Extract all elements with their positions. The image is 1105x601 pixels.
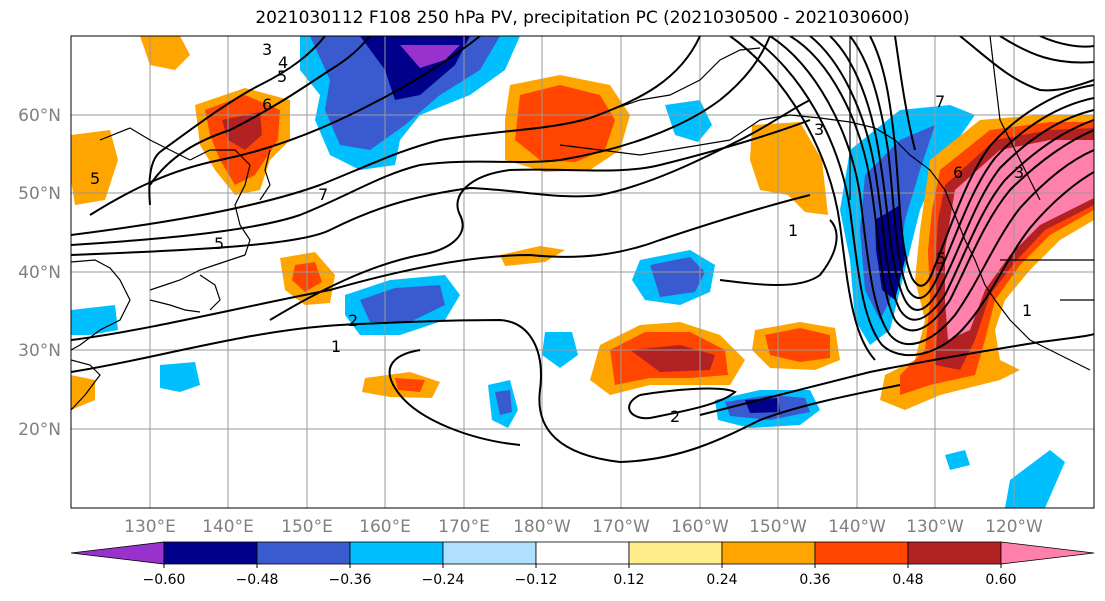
colorbar-segment <box>628 541 723 565</box>
lon-label: 120°W <box>985 517 1043 537</box>
graticule <box>71 36 1094 508</box>
colorbar: −0.60 −0.48 −0.36 −0.24 −0.12 0.12 0.24 0.36 0.4… <box>70 541 1095 588</box>
colorbar-segment <box>721 541 816 565</box>
contour-label: 6 <box>262 95 272 114</box>
colorbar-tick-label: −0.48 <box>236 572 279 588</box>
lat-label: 50°N <box>18 184 61 204</box>
colorbar-tick-label: 0.60 <box>985 572 1016 588</box>
contour-label: 2 <box>348 311 358 330</box>
coastlines <box>71 36 1094 411</box>
lat-label: 30°N <box>18 341 61 361</box>
map-border <box>70 35 1095 509</box>
colorbar-segment <box>163 541 258 565</box>
colorbar-segment <box>256 541 351 565</box>
contour-label: 3 <box>262 40 272 59</box>
contour-label: 1 <box>788 221 798 240</box>
lon-label: 140°E <box>202 517 254 537</box>
contour-label: 1 <box>1022 301 1032 320</box>
colorbar-tick-label: 0.48 <box>892 572 923 588</box>
colorbar-segment <box>442 541 537 565</box>
contour-label: 3 <box>814 120 824 139</box>
lon-label: 170°W <box>592 517 650 537</box>
lon-label: 150°W <box>749 517 807 537</box>
contour-label: 4 <box>278 53 288 72</box>
contour-label: 7 <box>318 185 328 204</box>
pv-contours <box>71 36 1094 464</box>
colorbar-segment <box>349 541 444 565</box>
lon-label: 130°W <box>906 517 964 537</box>
lon-label: 170°E <box>438 517 490 537</box>
colorbar-segment <box>1000 541 1095 565</box>
contour-label: 6 <box>953 163 963 182</box>
contour-label: 5 <box>277 67 287 86</box>
colorbar-tick-label: 0.12 <box>613 572 644 588</box>
lon-label: 180°W <box>513 517 571 537</box>
contour-label: 5 <box>214 234 224 253</box>
colorbar-segment <box>70 541 165 565</box>
colorbar-segment <box>814 541 909 565</box>
map-title: 2021030112 F108 250 hPa PV, precipitatio… <box>255 8 910 28</box>
lon-label: 140°W <box>828 517 886 537</box>
latitude-labels: 60°N 50°N 40°N 30°N 20°N <box>18 106 61 440</box>
contour-label: 1 <box>331 337 341 356</box>
contour-label: 3 <box>1014 163 1024 182</box>
longitude-labels: 130°E 140°E 150°E 160°E 170°E 180°W 170°… <box>124 517 1043 537</box>
lat-label: 60°N <box>18 106 61 126</box>
colorbar-segment <box>907 541 1002 565</box>
lat-label: 40°N <box>18 263 61 283</box>
contour-label: 7 <box>935 92 945 111</box>
colorbar-tick-label: −0.60 <box>143 572 186 588</box>
colorbar-tick-label: 0.24 <box>706 572 737 588</box>
contour-label: 5 <box>90 169 100 188</box>
contour-label: 5 <box>936 249 946 268</box>
lon-label: 150°E <box>281 517 333 537</box>
colorbar-tick-label: 0.36 <box>799 572 830 588</box>
lat-label: 20°N <box>18 420 61 440</box>
colorbar-tick-label: −0.36 <box>329 572 372 588</box>
lon-label: 160°W <box>671 517 729 537</box>
lon-label: 130°E <box>124 517 176 537</box>
contour-labels: 3 4 5 6 5 7 5 2 1 2 7 3 1 5 6 3 1 <box>90 40 1032 426</box>
lon-label: 160°E <box>359 517 411 537</box>
colorbar-tick-label: −0.24 <box>422 572 465 588</box>
colorbar-tick-label: −0.12 <box>515 572 558 588</box>
colorbar-segment <box>535 541 630 565</box>
contour-label: 2 <box>670 407 680 426</box>
